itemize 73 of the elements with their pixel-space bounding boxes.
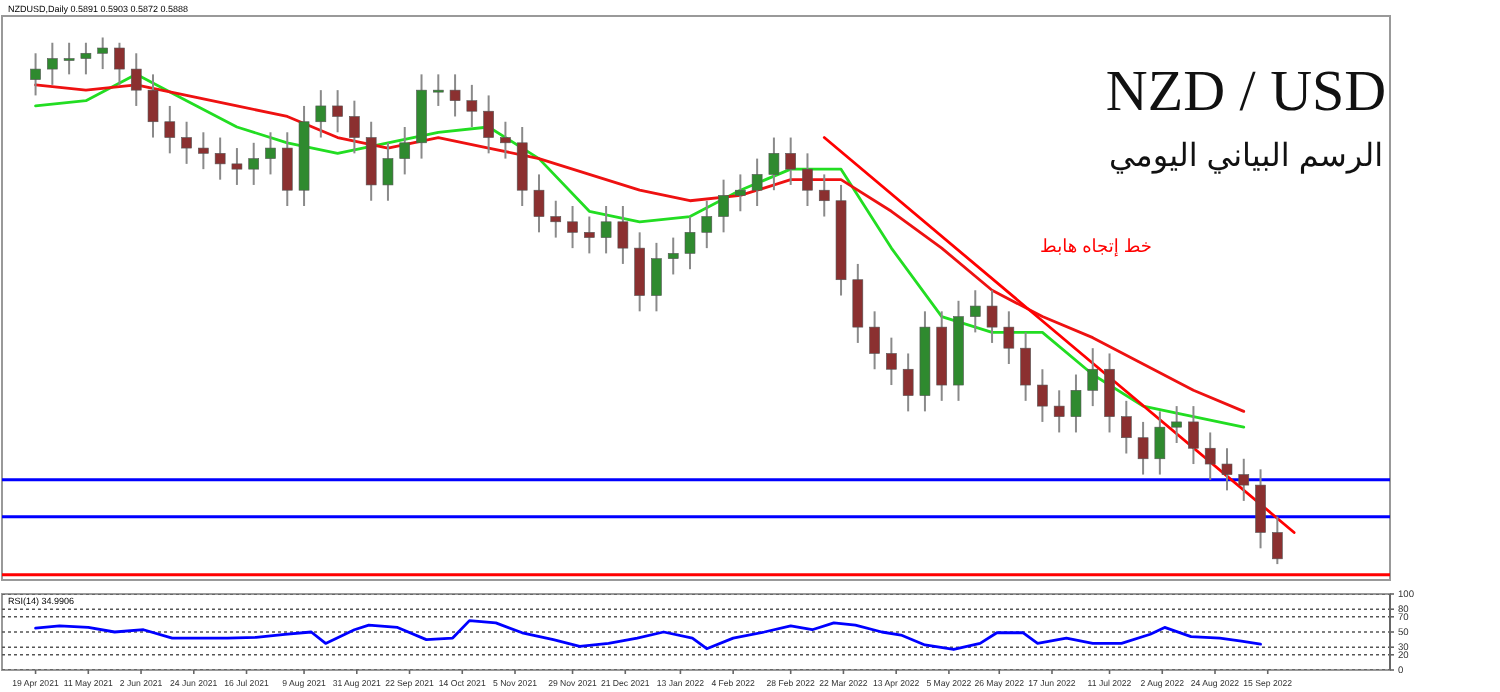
candlestick xyxy=(483,94,494,155)
candlestick xyxy=(47,41,58,86)
candlestick xyxy=(567,205,578,250)
candlestick xyxy=(1003,310,1015,365)
text: الرسم البياني اليومي xyxy=(1108,140,1384,174)
candlestick xyxy=(30,52,41,97)
candlestick xyxy=(869,310,880,371)
candlestick xyxy=(198,131,209,171)
candlestick xyxy=(667,236,679,276)
candlestick xyxy=(1272,515,1283,566)
candlestick xyxy=(214,136,226,181)
candlestick xyxy=(751,157,763,207)
candlestick xyxy=(164,104,176,155)
candlestick xyxy=(1204,431,1216,481)
candlestick xyxy=(97,36,108,71)
candlestick xyxy=(63,41,75,76)
candlestick xyxy=(1053,389,1065,434)
candlestick xyxy=(248,141,260,186)
candlestick xyxy=(332,89,343,134)
chart-title: NZD / USD xyxy=(1105,60,1387,124)
candlestick xyxy=(735,173,746,213)
candlestick xyxy=(684,215,696,271)
candlestick xyxy=(349,99,360,155)
candlestick xyxy=(265,131,276,176)
candlestick xyxy=(1037,368,1048,423)
candlestick xyxy=(281,131,293,207)
candlestick xyxy=(818,173,830,218)
annotation: خط إتجاه هابط xyxy=(1040,236,1152,258)
candlestick xyxy=(147,73,159,139)
candlestick xyxy=(718,178,729,234)
candlestick xyxy=(114,41,125,86)
candlestick xyxy=(181,120,192,165)
candlestick xyxy=(466,83,478,129)
candlestick xyxy=(1104,352,1115,434)
candlestick xyxy=(902,352,914,413)
candlestick xyxy=(533,173,545,234)
candlestick xyxy=(315,89,327,139)
candlestick xyxy=(785,136,796,186)
candlestick xyxy=(399,126,411,176)
candlestick xyxy=(1020,331,1031,402)
candlestick xyxy=(584,215,595,255)
candlestick xyxy=(449,73,461,118)
candlestick xyxy=(768,136,780,192)
candlestick xyxy=(852,262,864,344)
candlestick xyxy=(433,73,444,107)
line-series xyxy=(34,619,1262,651)
candlestick xyxy=(651,241,662,313)
candlestick xyxy=(80,41,92,76)
candlestick xyxy=(365,120,377,202)
candlestick xyxy=(550,199,562,239)
candlestick xyxy=(1087,347,1099,408)
candlestick xyxy=(634,231,645,313)
candlestick xyxy=(1255,468,1266,550)
candlestick xyxy=(130,52,142,107)
candlestick xyxy=(500,120,511,160)
candlestick xyxy=(1221,447,1233,492)
candlestick xyxy=(516,126,528,207)
candlestick xyxy=(969,289,981,334)
candlestick xyxy=(1154,410,1166,476)
candlestick xyxy=(1070,373,1082,434)
candlestick xyxy=(617,205,629,265)
candlestick xyxy=(1188,405,1199,466)
candlestick xyxy=(600,205,612,255)
candlestick xyxy=(802,152,813,207)
candlestick xyxy=(1238,457,1250,502)
candlestick xyxy=(1137,420,1149,476)
candlestick xyxy=(986,289,998,344)
candlestick xyxy=(1171,405,1182,444)
candlestick xyxy=(886,336,897,387)
candlestick xyxy=(231,147,243,186)
candlestick xyxy=(382,141,394,202)
candlestick xyxy=(701,199,713,250)
candlestick xyxy=(1121,399,1132,455)
